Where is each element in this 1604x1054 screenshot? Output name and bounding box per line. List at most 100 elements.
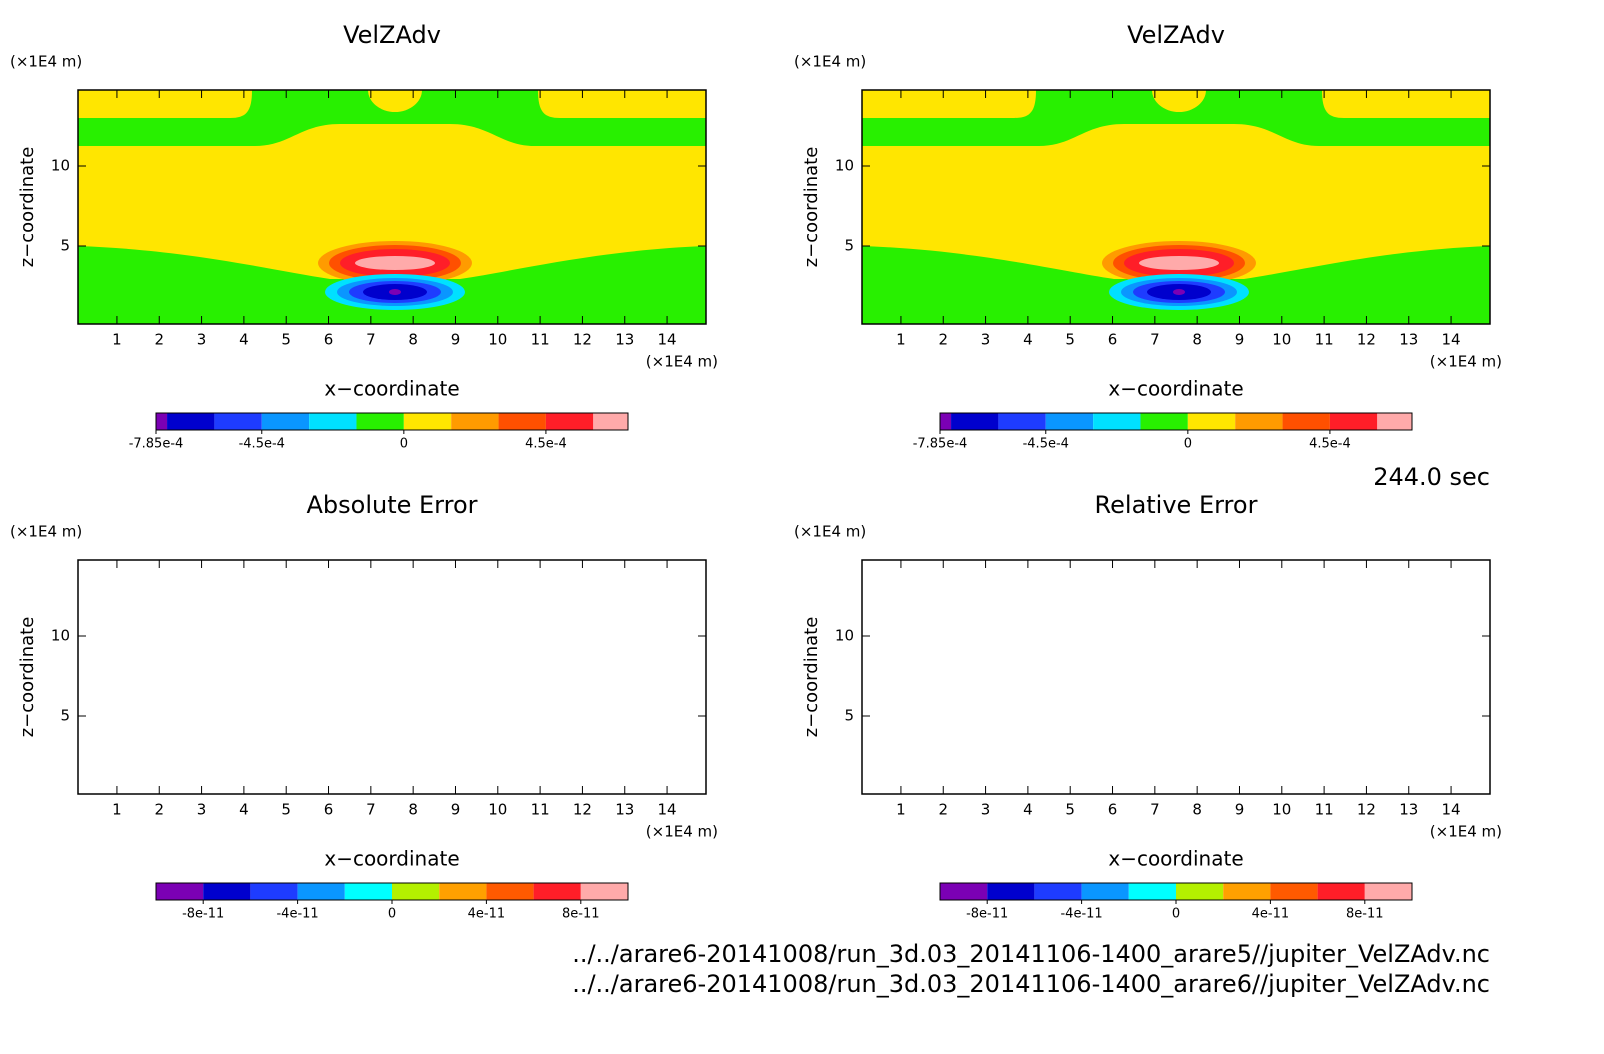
colorbar-tick-label: 4.5e-4 bbox=[525, 437, 567, 452]
colorbar-tick-label: 4e-11 bbox=[1252, 907, 1290, 922]
colorbar-segment bbox=[403, 413, 452, 430]
x-tick-label: 9 bbox=[1235, 801, 1245, 819]
plot-frame bbox=[77, 89, 707, 325]
colorbar-segment bbox=[998, 413, 1046, 430]
x-tick-label: 13 bbox=[615, 331, 634, 349]
x-tick-label: 3 bbox=[981, 331, 991, 349]
y-unit: (×1E4 m) bbox=[794, 53, 866, 71]
colorbar-tick-label: -7.85e-4 bbox=[129, 437, 184, 452]
y-axis-label: z−coordinate bbox=[17, 147, 38, 268]
colorbar-segment bbox=[156, 883, 204, 900]
chart-title: Absolute Error bbox=[306, 491, 477, 519]
y-unit: (×1E4 m) bbox=[10, 53, 82, 71]
x-tick-label: 1 bbox=[896, 331, 906, 349]
contour-region bbox=[368, 90, 422, 112]
contour-region bbox=[862, 124, 1490, 279]
x-tick-label: 4 bbox=[239, 801, 249, 819]
colorbar-segment bbox=[214, 413, 262, 430]
contour-region bbox=[862, 90, 1036, 118]
colorbar-segment bbox=[1377, 413, 1412, 430]
y-axis-label: z−coordinate bbox=[17, 617, 38, 738]
x-tick-label: 2 bbox=[938, 331, 948, 349]
colorbar-tick-label: -4e-11 bbox=[276, 907, 318, 922]
x-axis-label: x−coordinate bbox=[324, 377, 459, 401]
x-tick-label: 8 bbox=[1192, 801, 1202, 819]
colorbar-segment bbox=[344, 883, 392, 900]
colorbar-segment bbox=[203, 883, 251, 900]
chart-title: VelZAdv bbox=[343, 21, 441, 49]
colorbar-segment bbox=[439, 883, 487, 900]
x-tick-label: 1 bbox=[896, 801, 906, 819]
plot-frame bbox=[861, 89, 1491, 325]
colorbar-segment bbox=[1140, 413, 1188, 430]
colorbar-segment bbox=[356, 413, 404, 430]
chart-title: VelZAdv bbox=[1127, 21, 1225, 49]
x-tick-label: 1 bbox=[112, 331, 122, 349]
colorbar-segment bbox=[261, 413, 310, 430]
colorbar-tick-label: 4e-11 bbox=[468, 907, 506, 922]
colorbar-segment bbox=[940, 413, 952, 430]
colorbar-segment bbox=[498, 413, 546, 430]
colorbar-segment bbox=[1317, 883, 1365, 900]
x-tick-label: 7 bbox=[1150, 331, 1160, 349]
colorbar-frame bbox=[155, 412, 629, 431]
contour-region bbox=[1152, 90, 1206, 112]
x-tick-label: 10 bbox=[488, 331, 507, 349]
x-tick-label: 10 bbox=[1272, 801, 1291, 819]
x-unit: (×1E4 m) bbox=[646, 823, 718, 841]
y-tick-label: 5 bbox=[844, 707, 854, 725]
x-tick-label: 8 bbox=[408, 331, 418, 349]
y-unit: (×1E4 m) bbox=[794, 523, 866, 541]
contour-region bbox=[355, 256, 435, 270]
x-tick-label: 10 bbox=[488, 801, 507, 819]
colorbar-tick-label: 8e-11 bbox=[562, 907, 600, 922]
colorbar-segment bbox=[533, 883, 581, 900]
colorbar-segment bbox=[1364, 883, 1412, 900]
colorbar-segment bbox=[1282, 413, 1330, 430]
x-tick-label: 7 bbox=[366, 331, 376, 349]
colorbar-segment bbox=[940, 883, 988, 900]
contour-layer bbox=[78, 90, 706, 324]
contour-region bbox=[389, 289, 401, 295]
x-tick-label: 11 bbox=[1315, 331, 1334, 349]
colorbar-tick-label: 0 bbox=[1172, 907, 1180, 922]
colorbar-tick-label: -4.5e-4 bbox=[1023, 437, 1069, 452]
x-tick-label: 3 bbox=[981, 801, 991, 819]
x-tick-label: 14 bbox=[1442, 331, 1461, 349]
y-axis-label: z−coordinate bbox=[801, 617, 822, 738]
y-axis-label: z−coordinate bbox=[801, 147, 822, 268]
colorbar-segment bbox=[580, 883, 628, 900]
x-tick-label: 11 bbox=[1315, 801, 1334, 819]
contour-field bbox=[78, 90, 706, 324]
x-tick-label: 6 bbox=[1108, 331, 1118, 349]
colorbar-segment bbox=[297, 883, 345, 900]
x-unit: (×1E4 m) bbox=[1430, 823, 1502, 841]
x-tick-label: 8 bbox=[1192, 331, 1202, 349]
x-tick-label: 12 bbox=[1357, 801, 1376, 819]
contour-region bbox=[1322, 90, 1490, 118]
colorbar-segment bbox=[1093, 413, 1141, 430]
x-tick-label: 13 bbox=[615, 801, 634, 819]
x-tick-label: 14 bbox=[658, 801, 677, 819]
colorbar-segment bbox=[1329, 413, 1378, 430]
x-unit: (×1E4 m) bbox=[646, 353, 718, 371]
y-tick-label: 5 bbox=[844, 237, 854, 255]
x-tick-label: 9 bbox=[451, 331, 461, 349]
colorbar-segment bbox=[951, 413, 999, 430]
y-tick-label: 10 bbox=[835, 627, 854, 645]
contour-region bbox=[538, 90, 706, 118]
colorbar-tick-label: -4.5e-4 bbox=[239, 437, 285, 452]
x-tick-label: 9 bbox=[451, 801, 461, 819]
x-tick-label: 7 bbox=[1150, 801, 1160, 819]
x-tick-label: 12 bbox=[1357, 331, 1376, 349]
colorbar-tick-label: 8e-11 bbox=[1346, 907, 1384, 922]
time-label: 244.0 sec bbox=[1373, 463, 1490, 491]
colorbar-tick-label: -8e-11 bbox=[966, 907, 1008, 922]
colorbar-segment bbox=[1128, 883, 1176, 900]
y-tick-label: 10 bbox=[51, 157, 70, 175]
x-tick-label: 8 bbox=[408, 801, 418, 819]
x-tick-label: 12 bbox=[573, 331, 592, 349]
x-tick-label: 2 bbox=[154, 801, 164, 819]
colorbar-segment bbox=[1270, 883, 1318, 900]
